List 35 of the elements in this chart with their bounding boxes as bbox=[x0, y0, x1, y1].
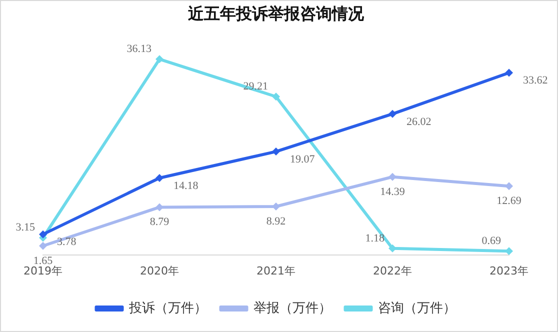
data-label: 36.13 bbox=[126, 43, 152, 56]
data-label: 12.69 bbox=[496, 194, 522, 207]
x-tick-label: 2023年 bbox=[490, 264, 528, 278]
x-tick-label: 2021年 bbox=[256, 264, 296, 278]
point bbox=[39, 230, 47, 238]
data-label: 26.02 bbox=[406, 116, 432, 128]
point bbox=[156, 55, 164, 64]
data-label: 8.79 bbox=[150, 216, 170, 228]
data-label: 33.62 bbox=[523, 74, 548, 87]
chart-title: 近五年投诉举报咨询情况 bbox=[187, 4, 365, 23]
point bbox=[39, 242, 47, 250]
point bbox=[272, 92, 280, 101]
point bbox=[156, 203, 164, 212]
point bbox=[272, 202, 280, 210]
legend-label: 咨询（万件） bbox=[378, 300, 456, 316]
point bbox=[156, 174, 164, 182]
x-tick-label: 2019年 bbox=[24, 264, 62, 278]
data-label: 0.69 bbox=[482, 234, 502, 247]
data-label: 1.65 bbox=[33, 254, 54, 267]
point bbox=[505, 182, 513, 190]
point bbox=[272, 148, 280, 156]
x-tick-label: 2022年 bbox=[373, 264, 412, 278]
data-label: 1.18 bbox=[365, 232, 385, 244]
legend-label: 举报（万件） bbox=[253, 300, 332, 316]
point bbox=[388, 110, 396, 118]
data-label: 3.78 bbox=[57, 236, 77, 248]
data-label: 8.92 bbox=[266, 215, 286, 228]
point bbox=[505, 68, 513, 77]
data-label: 14.39 bbox=[380, 186, 406, 198]
data-label: 14.18 bbox=[174, 180, 199, 192]
data-label: 3.15 bbox=[16, 222, 36, 234]
data-label: 19.07 bbox=[290, 153, 316, 166]
legend-label: 投诉（万件） bbox=[128, 300, 207, 316]
point bbox=[388, 172, 396, 181]
x-tick-label: 2020年 bbox=[140, 264, 179, 278]
